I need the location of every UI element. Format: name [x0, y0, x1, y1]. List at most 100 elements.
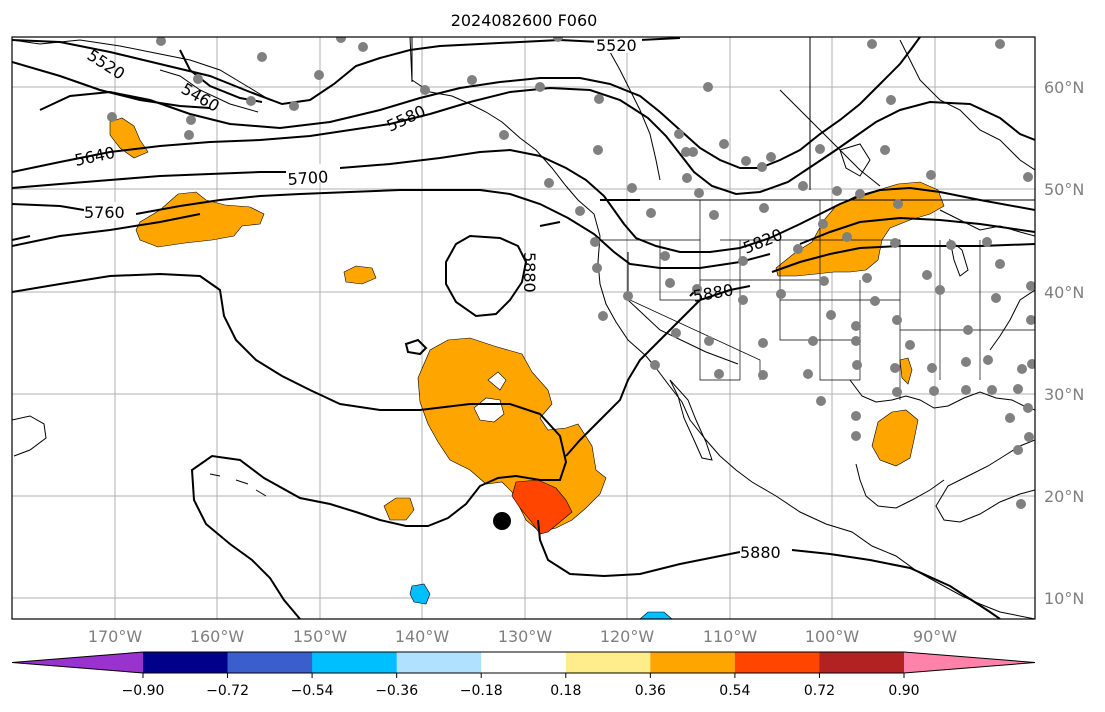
station-marker	[852, 360, 862, 370]
station-marker	[946, 240, 956, 250]
station-marker	[987, 385, 997, 395]
station-marker	[961, 385, 971, 395]
station-marker	[808, 336, 818, 346]
lon-label: 100°W	[805, 627, 860, 646]
station-marker	[314, 70, 324, 80]
station-marker	[257, 52, 267, 62]
orange-fill-gulf	[871, 409, 919, 467]
station-marker	[886, 95, 896, 105]
orange-fill-subtropical	[417, 337, 607, 533]
station-marker	[593, 145, 603, 155]
colorbar-tick-label: −0.54	[291, 683, 334, 699]
station-marker	[759, 203, 769, 213]
station-marker	[660, 251, 670, 261]
station-marker	[927, 363, 937, 373]
station-marker	[499, 130, 509, 140]
station-marker	[535, 82, 545, 92]
station-marker	[709, 210, 719, 220]
colorbar-segment	[734, 652, 820, 673]
contour-label: 5820	[740, 225, 785, 258]
station-marker	[665, 278, 675, 288]
station-marker	[758, 338, 768, 348]
station-marker	[1005, 413, 1015, 423]
station-marker	[623, 291, 633, 301]
station-marker	[682, 173, 692, 183]
colorbar-tick-label: 0.54	[719, 683, 750, 699]
station-marker	[358, 42, 368, 52]
station-marker	[793, 244, 803, 254]
station-marker	[803, 369, 813, 379]
colorbar-tick-label: −0.72	[206, 683, 249, 699]
station-marker	[671, 328, 681, 338]
lat-label: 50°N	[1044, 180, 1084, 199]
station-marker	[714, 369, 724, 379]
storm-center-marker	[493, 512, 511, 530]
contour-label: 5760	[84, 203, 125, 222]
colorbar-segment	[481, 652, 567, 673]
station-marker	[995, 39, 1005, 49]
station-marker	[420, 85, 430, 95]
colorbar-extend-high	[904, 652, 1035, 673]
station-marker	[819, 276, 829, 286]
fill-gap-2	[487, 371, 507, 391]
station-marker	[575, 206, 585, 216]
station-marker	[592, 263, 602, 273]
station-marker	[766, 152, 776, 162]
lat-label: 40°N	[1044, 283, 1084, 302]
station-marker	[738, 295, 748, 305]
station-marker	[193, 74, 203, 84]
station-marker	[544, 178, 554, 188]
map-title: 2024082600 F060	[451, 11, 598, 30]
station-marker	[892, 387, 902, 397]
station-marker	[1026, 281, 1035, 291]
colorbar-tick-label: −0.18	[460, 683, 503, 699]
orange-fill-small	[343, 265, 377, 285]
anomaly-fills	[109, 117, 945, 619]
station-marker	[890, 363, 900, 373]
colorbar-segment	[312, 652, 398, 673]
station-marker	[929, 386, 939, 396]
station-marker	[1016, 499, 1026, 509]
state-borders	[600, 200, 1035, 400]
station-marker	[1023, 172, 1033, 182]
station-marker	[627, 183, 637, 193]
colorbar-tick-label: 0.18	[550, 683, 581, 699]
station-marker	[893, 199, 903, 209]
station-marker	[553, 37, 563, 42]
colorbar-tick-label: 0.90	[888, 683, 919, 699]
lon-label: 140°W	[395, 627, 450, 646]
height-contours	[12, 37, 1035, 619]
station-marker	[692, 284, 702, 294]
station-marker	[1017, 364, 1027, 374]
red-fill-subtropical	[511, 479, 573, 535]
station-marker	[184, 130, 194, 140]
orange-fill-north-pacific	[135, 191, 265, 248]
longitude-labels: 170°W 160°W 150°W 140°W 130°W 120°W 110°…	[88, 627, 957, 646]
colorbar-segment	[227, 652, 313, 673]
station-marker	[590, 237, 600, 247]
orange-fill-gulf-coast	[899, 357, 913, 385]
contour-label: 5880	[691, 280, 734, 306]
station-marker	[983, 355, 993, 365]
station-marker	[598, 311, 608, 321]
station-marker	[186, 115, 196, 125]
lon-label: 110°W	[703, 627, 758, 646]
station-marker	[594, 94, 604, 104]
station-marker	[1013, 384, 1023, 394]
contour-label: 5520	[596, 36, 637, 55]
contour-label: 5880	[520, 252, 539, 293]
station-marker	[818, 219, 828, 229]
lat-label: 20°N	[1044, 487, 1084, 506]
station-marker	[851, 411, 861, 421]
lon-label: 170°W	[88, 627, 143, 646]
station-marker	[757, 162, 767, 172]
station-marker	[842, 232, 852, 242]
station-marker	[1013, 445, 1023, 455]
station-marker	[336, 37, 346, 43]
colorbar-segment	[143, 652, 229, 673]
station-marker	[1027, 359, 1035, 369]
station-marker	[688, 147, 698, 157]
colorbar-tick-label: −0.36	[375, 683, 418, 699]
coastlines	[12, 37, 1035, 619]
